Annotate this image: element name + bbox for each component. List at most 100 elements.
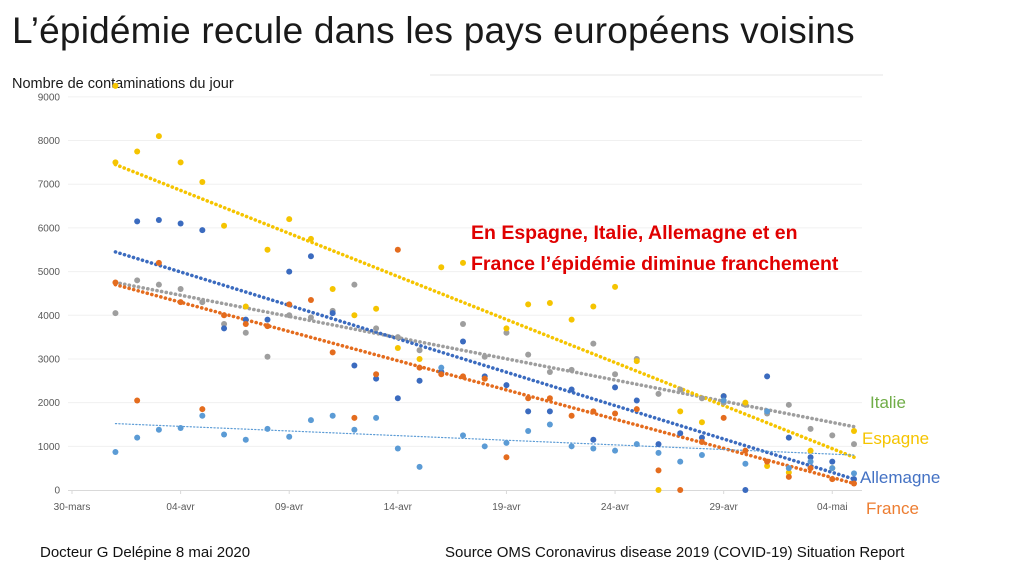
point-pays-bas	[351, 426, 358, 433]
point-france	[525, 395, 532, 402]
point-italie	[785, 401, 792, 408]
point-pays-bas	[785, 465, 792, 472]
point-pays-bas	[460, 432, 466, 439]
trendline-pays-bas	[114, 423, 855, 456]
y-tick-label: 8000	[38, 136, 61, 147]
footer-author: Docteur G Delépine 8 mai 2020	[40, 544, 251, 561]
y-tick-label: 4000	[38, 311, 61, 322]
point-allemagne	[373, 375, 380, 382]
point-allemagne	[698, 434, 705, 441]
point-italie	[351, 281, 358, 288]
y-tick-label: 7000	[38, 180, 61, 191]
point-espagne	[286, 216, 293, 223]
point-allemagne	[460, 338, 466, 345]
point-france	[155, 259, 162, 266]
point-allemagne	[199, 227, 206, 234]
point-france	[829, 476, 836, 483]
gridlines	[68, 74, 883, 447]
point-espagne	[373, 305, 380, 312]
point-espagne	[199, 179, 206, 186]
point-espagne	[785, 469, 792, 476]
point-italie	[286, 312, 293, 319]
legend-item-espagne: Espagne	[862, 429, 929, 448]
y-axis-title: Nombre de contaminations du jour	[12, 76, 234, 92]
point-allemagne	[633, 397, 640, 404]
point-pays-bas	[525, 428, 532, 435]
point-italie	[264, 353, 271, 360]
point-allemagne	[829, 458, 836, 465]
point-italie	[416, 347, 423, 354]
point-pays-bas	[764, 408, 771, 415]
point-italie	[698, 395, 705, 402]
point-italie	[394, 334, 401, 341]
point-allemagne	[612, 384, 619, 391]
point-france	[503, 454, 510, 461]
point-pays-bas	[221, 431, 228, 438]
point-espagne	[612, 283, 619, 290]
point-france	[351, 414, 358, 421]
point-france	[177, 299, 184, 306]
point-france	[460, 373, 466, 380]
x-tick-label: 24-avr	[601, 502, 630, 513]
point-espagne	[112, 82, 119, 89]
point-italie	[481, 353, 488, 360]
trendline-espagne	[113, 162, 856, 460]
point-france	[221, 312, 228, 319]
point-allemagne	[720, 393, 727, 400]
point-espagne	[764, 462, 771, 469]
x-tick-label: 04-avr	[166, 502, 195, 513]
point-france	[720, 414, 727, 421]
point-espagne	[416, 355, 423, 362]
point-pays-bas	[655, 449, 662, 456]
point-pays-bas	[199, 412, 206, 419]
point-france	[416, 364, 423, 371]
point-france	[807, 465, 814, 472]
point-espagne	[134, 148, 141, 155]
point-allemagne	[590, 436, 597, 443]
point-pays-bas	[329, 412, 336, 419]
point-france	[633, 406, 640, 413]
point-pays-bas	[720, 397, 727, 404]
point-espagne	[112, 159, 119, 166]
point-allemagne	[155, 217, 162, 224]
point-france	[112, 279, 119, 286]
point-espagne	[329, 286, 336, 293]
point-espagne	[460, 259, 466, 266]
point-france	[286, 301, 293, 308]
point-pays-bas	[373, 414, 380, 421]
point-france	[264, 323, 271, 330]
point-espagne	[264, 246, 271, 253]
point-france	[134, 397, 141, 404]
point-italie	[829, 432, 836, 439]
point-italie	[460, 321, 466, 327]
point-allemagne	[742, 487, 749, 493]
point-italie	[612, 371, 619, 378]
point-espagne	[568, 316, 575, 323]
point-pays-bas	[742, 460, 749, 467]
point-espagne	[307, 235, 314, 242]
point-allemagne	[785, 434, 792, 441]
point-allemagne	[286, 268, 293, 275]
point-espagne	[546, 300, 553, 307]
y-tick-label: 5000	[38, 267, 61, 278]
point-allemagne	[655, 441, 662, 448]
point-italie	[525, 351, 532, 358]
data-points	[112, 82, 857, 493]
point-pays-bas	[677, 458, 684, 465]
point-pays-bas	[438, 364, 445, 371]
point-italie	[307, 314, 314, 321]
point-italie	[134, 277, 141, 284]
point-pays-bas	[286, 433, 293, 440]
point-allemagne	[546, 408, 553, 415]
point-pays-bas	[394, 445, 401, 452]
footer-source: Source OMS Coronavirus disease 2019 (COV…	[445, 544, 905, 561]
point-italie	[112, 310, 119, 317]
point-pays-bas	[590, 445, 597, 452]
point-italie	[568, 366, 575, 373]
point-pays-bas	[503, 439, 510, 446]
point-france	[242, 321, 249, 327]
point-pays-bas	[829, 465, 836, 472]
point-espagne	[525, 301, 532, 308]
point-allemagne	[134, 218, 141, 225]
